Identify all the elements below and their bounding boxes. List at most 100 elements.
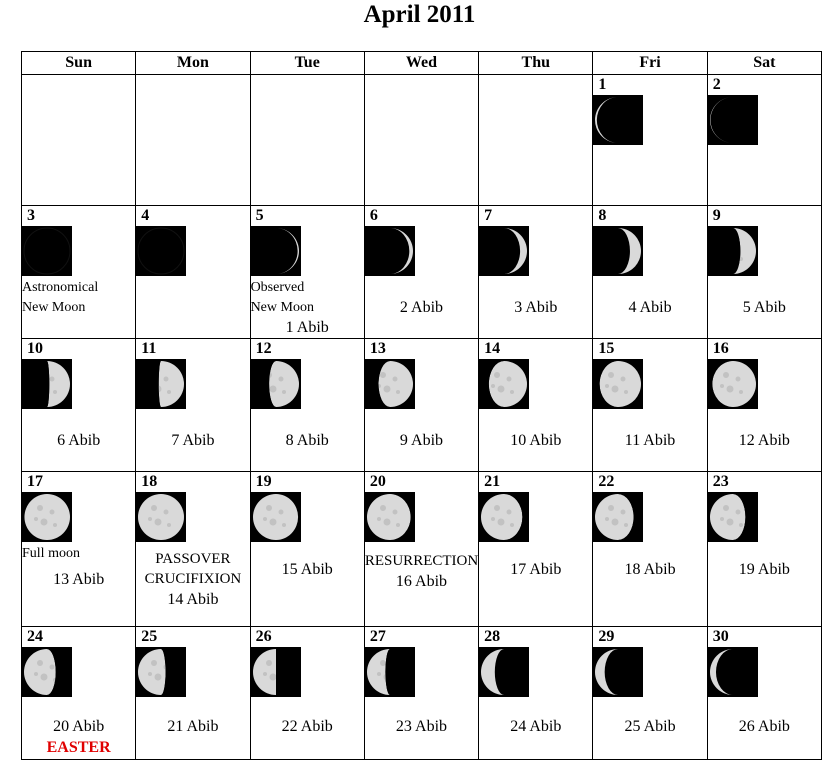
day-number: 5 [255, 207, 264, 224]
day-cell-22: 22 18 Abib [592, 471, 708, 627]
moon-crater [269, 673, 277, 681]
moon-phase-icon [593, 359, 644, 409]
day-number: 26 [255, 628, 272, 645]
moon-crater [510, 390, 515, 394]
day-number: 12 [255, 340, 272, 357]
day-cell-16: 16 12 Abib [706, 338, 823, 472]
moon-lit-portion [732, 228, 756, 274]
moon-crater [167, 390, 172, 394]
empty-day-cell [20, 74, 137, 206]
moon-phase-icon [22, 647, 72, 697]
moon-crater [34, 672, 38, 676]
abib-label: 18 Abib [624, 561, 676, 578]
crucifixion-label: CRUCIFIXION [144, 571, 242, 587]
empty-day-cell [135, 74, 251, 206]
abib-label: 4 Abib [628, 299, 672, 316]
weekday-mon: Mon [135, 51, 251, 75]
moon-drawing [366, 361, 413, 407]
page-title: April 2011 [363, 1, 476, 28]
abib-label: 23 Abib [395, 718, 448, 735]
day-cell-26: 26 22 Abib [249, 626, 365, 760]
day-cell-25: 25 21 Abib [135, 626, 251, 760]
moon-crater [154, 518, 162, 526]
moon-crater [269, 518, 277, 526]
moon-drawing [481, 649, 505, 695]
day-cell-23: 23 19 Abib [706, 471, 823, 627]
day-cell-11: 11 7 Abib [135, 338, 251, 472]
moon-lit-portion [595, 494, 635, 540]
moon-crater [40, 518, 48, 526]
moon-crater [269, 385, 277, 393]
moon-lit-portion [252, 649, 276, 695]
moon-phase-icon [364, 492, 415, 542]
day-cell-12: 12 8 Abib [249, 338, 365, 472]
moon-lit-portion [378, 361, 413, 407]
moon-lit-portion [24, 649, 56, 695]
abib-label: 25 Abib [624, 718, 676, 735]
moon-lit-portion [252, 494, 298, 540]
day-number: 16 [712, 340, 729, 357]
day-number: 3 [27, 207, 35, 224]
abib-label: 17 Abib [510, 561, 562, 578]
moon-crater [151, 505, 158, 511]
empty-day-cell [363, 74, 480, 206]
moon-crater [37, 660, 43, 666]
moon-phase-icon [364, 226, 415, 276]
moon-crater [620, 376, 626, 382]
abib-label: 13 Abib [53, 571, 105, 588]
day-number: 15 [598, 340, 615, 357]
moon-dark-portion [504, 494, 528, 540]
moon-crater [510, 523, 515, 527]
moon-dark-portion [385, 649, 413, 695]
moon-drawing [366, 649, 413, 695]
moon-phase-icon [364, 647, 415, 697]
moon-lit-portion [158, 361, 185, 407]
moon-dark-portion [24, 361, 50, 407]
moon-drawing [137, 227, 185, 275]
weekday-sun: Sun [20, 51, 137, 75]
moon-drawing [595, 97, 619, 143]
moon-lit-portion [275, 228, 299, 274]
moon-lit-portion [709, 97, 733, 143]
day-cell-9: 9 5 Abib [706, 205, 823, 339]
week-row-2: 3 Astronomical New Moon 4 5 Observed New… [20, 205, 823, 339]
moon-lit-portion [268, 361, 299, 407]
weekday-tue: Tue [249, 51, 365, 75]
moon-crater [148, 517, 153, 521]
abib-label: 10 Abib [510, 432, 562, 449]
passover-label: PASSOVER [155, 551, 231, 567]
moon-dark-portion [366, 361, 390, 407]
moon-phase-icon [136, 492, 187, 542]
moon-crater [262, 517, 267, 521]
observed-new-moon-note: Observed New Moon [251, 278, 314, 318]
moon-phase-icon [707, 359, 758, 409]
moon-drawing [504, 228, 528, 274]
moon-crater [491, 517, 496, 521]
note-line: New Moon [250, 300, 314, 315]
day-cell-15: 15 11 Abib [592, 338, 708, 472]
moon-crater [37, 505, 43, 511]
moon-drawing [24, 361, 70, 407]
moon-crater [608, 372, 615, 378]
moon-lit-portion [595, 97, 619, 143]
moon-lit-portion [595, 649, 619, 695]
moon-crater [620, 509, 626, 515]
astronomical-new-moon-note: Astronomical New Moon [22, 278, 98, 318]
moon-crater [624, 390, 629, 394]
abib-label: 8 Abib [285, 432, 329, 449]
moon-crater [392, 376, 398, 382]
moon-phase-icon [593, 647, 644, 697]
moon-phase-icon [250, 492, 301, 542]
moon-crater [395, 390, 400, 394]
note-line: Observed [250, 280, 305, 295]
moon-crater [379, 660, 386, 666]
moon-phase-icon [22, 359, 72, 409]
moon-crater [608, 505, 615, 511]
moon-phase-icon [250, 226, 301, 276]
week-row-1: 1 2 [20, 74, 823, 206]
moon-crater [719, 517, 724, 521]
moon-phase-icon [136, 647, 187, 697]
moon-crater [624, 523, 629, 527]
moon-crater [376, 672, 381, 676]
moon-crater [379, 505, 386, 511]
